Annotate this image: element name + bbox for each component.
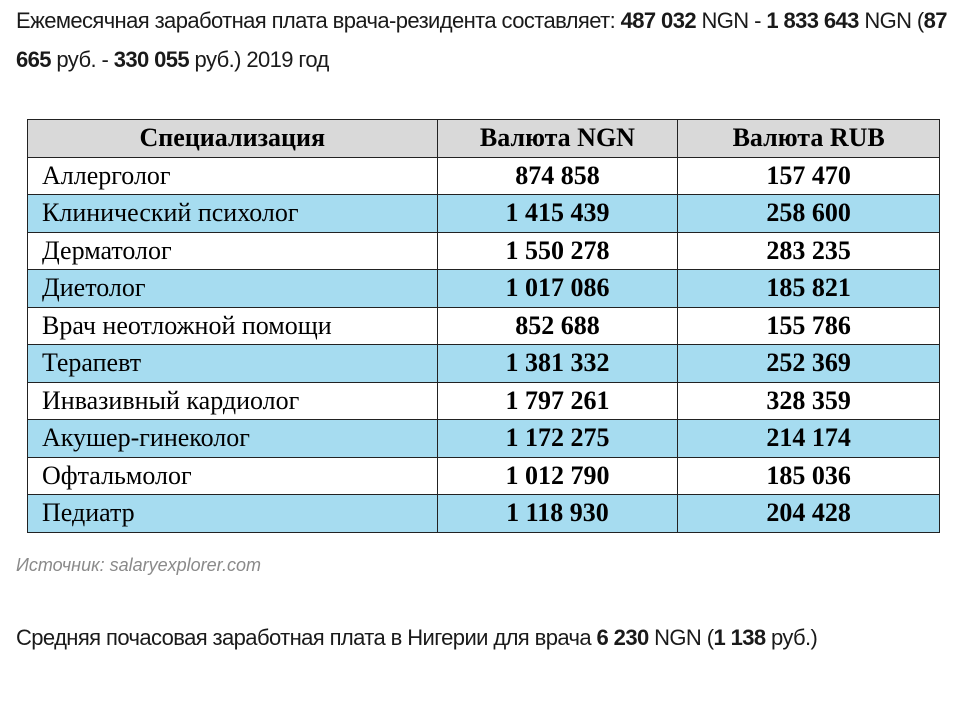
cell-rub: 283 235 [677, 231, 940, 270]
cell-ngn: 1 118 930 [436, 494, 679, 533]
cell-specialization: Дерматолог [27, 231, 438, 270]
intro-text: NGN - [695, 8, 767, 33]
cell-ngn: 874 858 [436, 156, 679, 195]
cell-ngn: 1 381 332 [436, 344, 679, 383]
table-row: Акушер-гинеколог 1 172 275 214 174 [27, 419, 940, 458]
outro-text: руб.) [765, 625, 818, 650]
salary-table: Специализация Валюта NGN Валюта RUB Алле… [27, 119, 940, 533]
cell-ngn: 1 797 261 [436, 381, 679, 420]
table-row: Диетолог 1 017 086 185 821 [27, 269, 940, 308]
cell-ngn: 852 688 [436, 306, 679, 345]
outro-paragraph: Средняя почасовая заработная плата в Ниг… [16, 618, 951, 657]
table-row: Офтальмолог 1 012 790 185 036 [27, 456, 940, 495]
cell-rub: 155 786 [677, 306, 940, 345]
cell-specialization: Аллерголог [27, 156, 438, 195]
source-caption: Источник: salaryexplorer.com [16, 555, 261, 575]
table-row: Клинический психолог 1 415 439 258 600 [27, 194, 940, 233]
table-row: Врач неотложной помощи 852 688 155 786 [27, 306, 940, 345]
table-row: Аллерголог 874 858 157 470 [27, 156, 940, 195]
intro-text: руб. - [50, 47, 114, 72]
cell-rub: 185 821 [677, 269, 940, 308]
intro-text: Ежемесячная заработная плата врача-резид… [16, 8, 621, 33]
cell-rub: 258 600 [677, 194, 940, 233]
cell-ngn: 1 550 278 [436, 231, 679, 270]
max-rub: 330 055 [113, 47, 190, 72]
table-row: Инвазивный кардиолог 1 797 261 328 359 [27, 381, 940, 420]
cell-ngn: 1 017 086 [436, 269, 679, 308]
intro-text: руб.) 2019 год [189, 47, 330, 72]
cell-ngn: 1 415 439 [436, 194, 679, 233]
cell-ngn: 1 172 275 [436, 419, 679, 458]
cell-rub: 252 369 [677, 344, 940, 383]
table-header-row: Специализация Валюта NGN Валюта RUB [27, 119, 940, 158]
cell-rub: 328 359 [677, 381, 940, 420]
cell-rub: 157 470 [677, 156, 940, 195]
cell-rub: 185 036 [677, 456, 940, 495]
hourly-ngn: 6 230 [596, 625, 650, 650]
max-ngn: 1 833 643 [766, 8, 859, 33]
cell-specialization: Терапевт [27, 344, 438, 383]
min-rub: 87 665 [16, 8, 948, 72]
cell-specialization: Офтальмолог [27, 456, 438, 495]
cell-specialization: Акушер-гинеколог [27, 419, 438, 458]
cell-ngn: 1 012 790 [436, 456, 679, 495]
header-rub: Валюта RUB [677, 119, 940, 158]
outro-text: NGN ( [648, 625, 714, 650]
cell-specialization: Педиатр [27, 494, 438, 533]
table-row: Терапевт 1 381 332 252 369 [27, 344, 940, 383]
table-row: Дерматолог 1 550 278 283 235 [27, 231, 940, 270]
cell-specialization: Врач неотложной помощи [27, 306, 438, 345]
cell-specialization: Клинический психолог [27, 194, 438, 233]
hourly-rub: 1 138 [713, 625, 766, 650]
cell-specialization: Инвазивный кардиолог [27, 381, 438, 420]
header-specialization: Специализация [27, 119, 438, 158]
intro-paragraph: Ежемесячная заработная плата врача-резид… [16, 1, 951, 79]
min-ngn: 487 032 [620, 8, 697, 33]
intro-text: NGN ( [858, 8, 924, 33]
cell-rub: 214 174 [677, 419, 940, 458]
table-row: Педиатр 1 118 930 204 428 [27, 494, 940, 533]
header-ngn: Валюта NGN [436, 119, 679, 158]
cell-rub: 204 428 [677, 494, 940, 533]
outro-text: Средняя почасовая заработная плата в Ниг… [16, 625, 597, 650]
cell-specialization: Диетолог [27, 269, 438, 308]
